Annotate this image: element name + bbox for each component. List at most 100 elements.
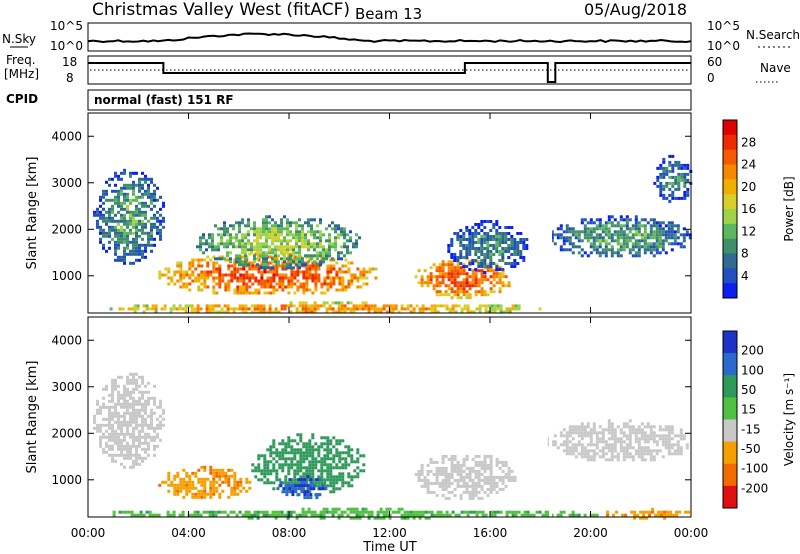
heatmap-cell — [631, 233, 635, 237]
heatmap-cell — [459, 478, 463, 482]
heatmap-cell — [329, 457, 333, 461]
heatmap-cell — [474, 490, 478, 494]
heatmap-cell — [435, 284, 439, 288]
heatmap-cell — [373, 516, 377, 520]
heatmap-cell — [126, 219, 129, 223]
heatmap-cell — [677, 163, 681, 167]
heatmap-cell — [135, 450, 138, 454]
heatmap-cell — [284, 460, 288, 464]
heatmap-cell — [197, 477, 201, 481]
heatmap-cell — [604, 251, 608, 255]
heatmap-cell — [655, 239, 659, 243]
heatmap-cell — [492, 484, 496, 488]
heatmap-cell — [674, 160, 678, 164]
heatmap-cell — [96, 225, 99, 229]
heatmap-cell — [114, 246, 117, 250]
heatmap-cell — [275, 288, 279, 292]
heatmap-cell — [300, 487, 304, 491]
heatmap-cell — [114, 435, 117, 439]
heatmap-cell — [474, 487, 478, 491]
heatmap-cell — [306, 484, 310, 488]
heatmap-cell — [463, 307, 467, 311]
heatmap-cell — [310, 230, 313, 234]
heatmap-cell — [293, 469, 297, 473]
colorbar-swatch — [723, 238, 737, 254]
heatmap-cell — [471, 481, 475, 485]
heatmap-cell — [316, 251, 319, 255]
heatmap-cell — [205, 510, 209, 514]
heatmap-cell — [304, 310, 308, 314]
heatmap-cell — [465, 272, 469, 276]
heatmap-cell — [649, 449, 653, 453]
heatmap-cell — [654, 513, 658, 517]
heatmap-cell — [477, 463, 481, 467]
heatmap-cell — [301, 510, 305, 514]
heatmap-cell — [379, 507, 383, 511]
heatmap-cell — [293, 475, 297, 479]
heatmap-cell — [167, 276, 171, 280]
heatmap-cell — [495, 220, 499, 223]
heatmap-cell — [420, 281, 424, 285]
heatmap-cell — [296, 267, 300, 271]
heatmap-cell — [639, 516, 643, 520]
heatmap-cell — [126, 387, 129, 391]
heatmap-cell — [311, 466, 315, 470]
heatmap-cell — [221, 480, 225, 484]
heatmap-cell — [297, 478, 301, 482]
heatmap-cell — [522, 247, 526, 250]
heatmap-cell — [329, 469, 333, 473]
heatmap-cell — [132, 216, 135, 220]
heatmap-cell — [126, 432, 129, 436]
heatmap-cell — [317, 475, 321, 479]
heatmap-cell — [317, 484, 321, 488]
heatmap-cell — [592, 227, 596, 231]
heatmap-cell — [486, 250, 490, 253]
heatmap-cell — [148, 510, 152, 514]
heatmap-cell — [522, 259, 526, 262]
heatmap-cell — [326, 288, 330, 292]
heatmap-cell — [188, 267, 192, 271]
heatmap-cell — [296, 255, 300, 259]
heatmap-cell — [203, 492, 207, 496]
heatmap-cell — [290, 481, 294, 485]
heatmap-cell — [265, 230, 268, 234]
heatmap-cell — [421, 310, 425, 314]
heatmap-cell — [432, 284, 436, 288]
heatmap-cell — [313, 307, 317, 311]
heatmap-cell — [426, 478, 430, 482]
heatmap-cell — [257, 279, 261, 283]
heatmap-cell — [619, 428, 623, 432]
heatmap-cell — [144, 213, 147, 217]
heatmap-cell — [486, 481, 490, 485]
heatmap-cell — [356, 475, 360, 479]
heatmap-cell — [346, 248, 349, 252]
heatmap-cell — [242, 273, 246, 277]
heatmap-cell — [498, 475, 502, 479]
heatmap-cell — [571, 227, 575, 231]
heatmap-cell — [613, 239, 617, 243]
heatmap-cell — [450, 275, 454, 279]
heatmap-cell — [343, 304, 347, 308]
heatmap-cell — [117, 231, 120, 235]
heatmap-cell — [661, 245, 665, 249]
heatmap-cell — [676, 452, 680, 456]
heatmap-cell — [499, 304, 503, 308]
heatmap-cell — [132, 240, 135, 244]
heatmap-cell — [610, 455, 614, 459]
heatmap-cell — [215, 468, 219, 472]
heatmap-cell — [480, 472, 484, 476]
heatmap-cell — [254, 469, 258, 473]
heatmap-cell — [601, 230, 605, 234]
heatmap-cell — [565, 224, 569, 228]
heatmap-cell — [441, 293, 445, 297]
heatmap-cell — [486, 235, 490, 238]
heatmap-cell — [640, 458, 644, 462]
heatmap-cell — [409, 513, 413, 517]
heatmap-cell — [646, 221, 650, 225]
heatmap-cell — [595, 513, 599, 517]
heatmap-cell — [295, 257, 298, 261]
heatmap-cell — [277, 239, 280, 243]
heatmap-cell — [319, 304, 323, 308]
heatmap-cell — [604, 239, 608, 243]
heatmap-cell — [586, 431, 590, 435]
